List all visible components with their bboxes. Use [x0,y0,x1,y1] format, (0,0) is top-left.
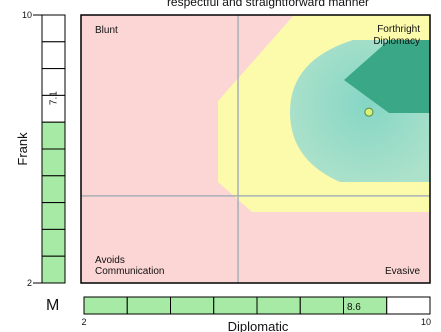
y-gauge-segment [41,202,66,230]
label-forthright: Forthright [377,24,420,35]
gauge-prefix: M [46,297,59,314]
x-gauge-segment [386,296,431,315]
x-gauge-segment [170,296,215,315]
label-blunt: Blunt [95,25,118,36]
y-gauge-segment [41,14,66,43]
y-gauge [41,14,66,284]
y-tick-max: 10 [22,10,32,20]
y-gauge-segment [41,41,66,70]
x-gauge [83,296,431,315]
y-gauge-segment [41,175,66,204]
x-value-label: 8.6 [347,302,361,313]
label-evasive: Evasive [385,266,420,277]
y-value-label: 7.1 [49,91,60,105]
x-gauge-segment [213,296,258,315]
x-axis-label: Diplomatic [228,319,289,332]
plot-frame [80,14,431,284]
x-gauge-segment [256,296,301,315]
x-tick-min: 2 [81,317,86,327]
y-gauge-segment [41,121,66,150]
label-communication: Communication [95,266,164,277]
label-avoids: Avoids [95,255,125,266]
label-diplomacy: Diplomacy [373,36,420,47]
dark-teal-zone [344,40,430,113]
x-tick-max: 10 [421,317,431,327]
y-gauge-segment [41,228,66,257]
data-point [364,107,374,117]
y-gauge-segment [41,255,66,284]
y-axis-label: Frank [15,132,30,166]
x-gauge-segment [299,296,344,315]
x-gauge-segment [83,296,128,315]
y-gauge-segment [41,148,66,177]
chart-title: respectful and straightforward manner [167,0,369,9]
y-tick-min: 2 [27,278,32,288]
x-gauge-segment [126,296,171,315]
